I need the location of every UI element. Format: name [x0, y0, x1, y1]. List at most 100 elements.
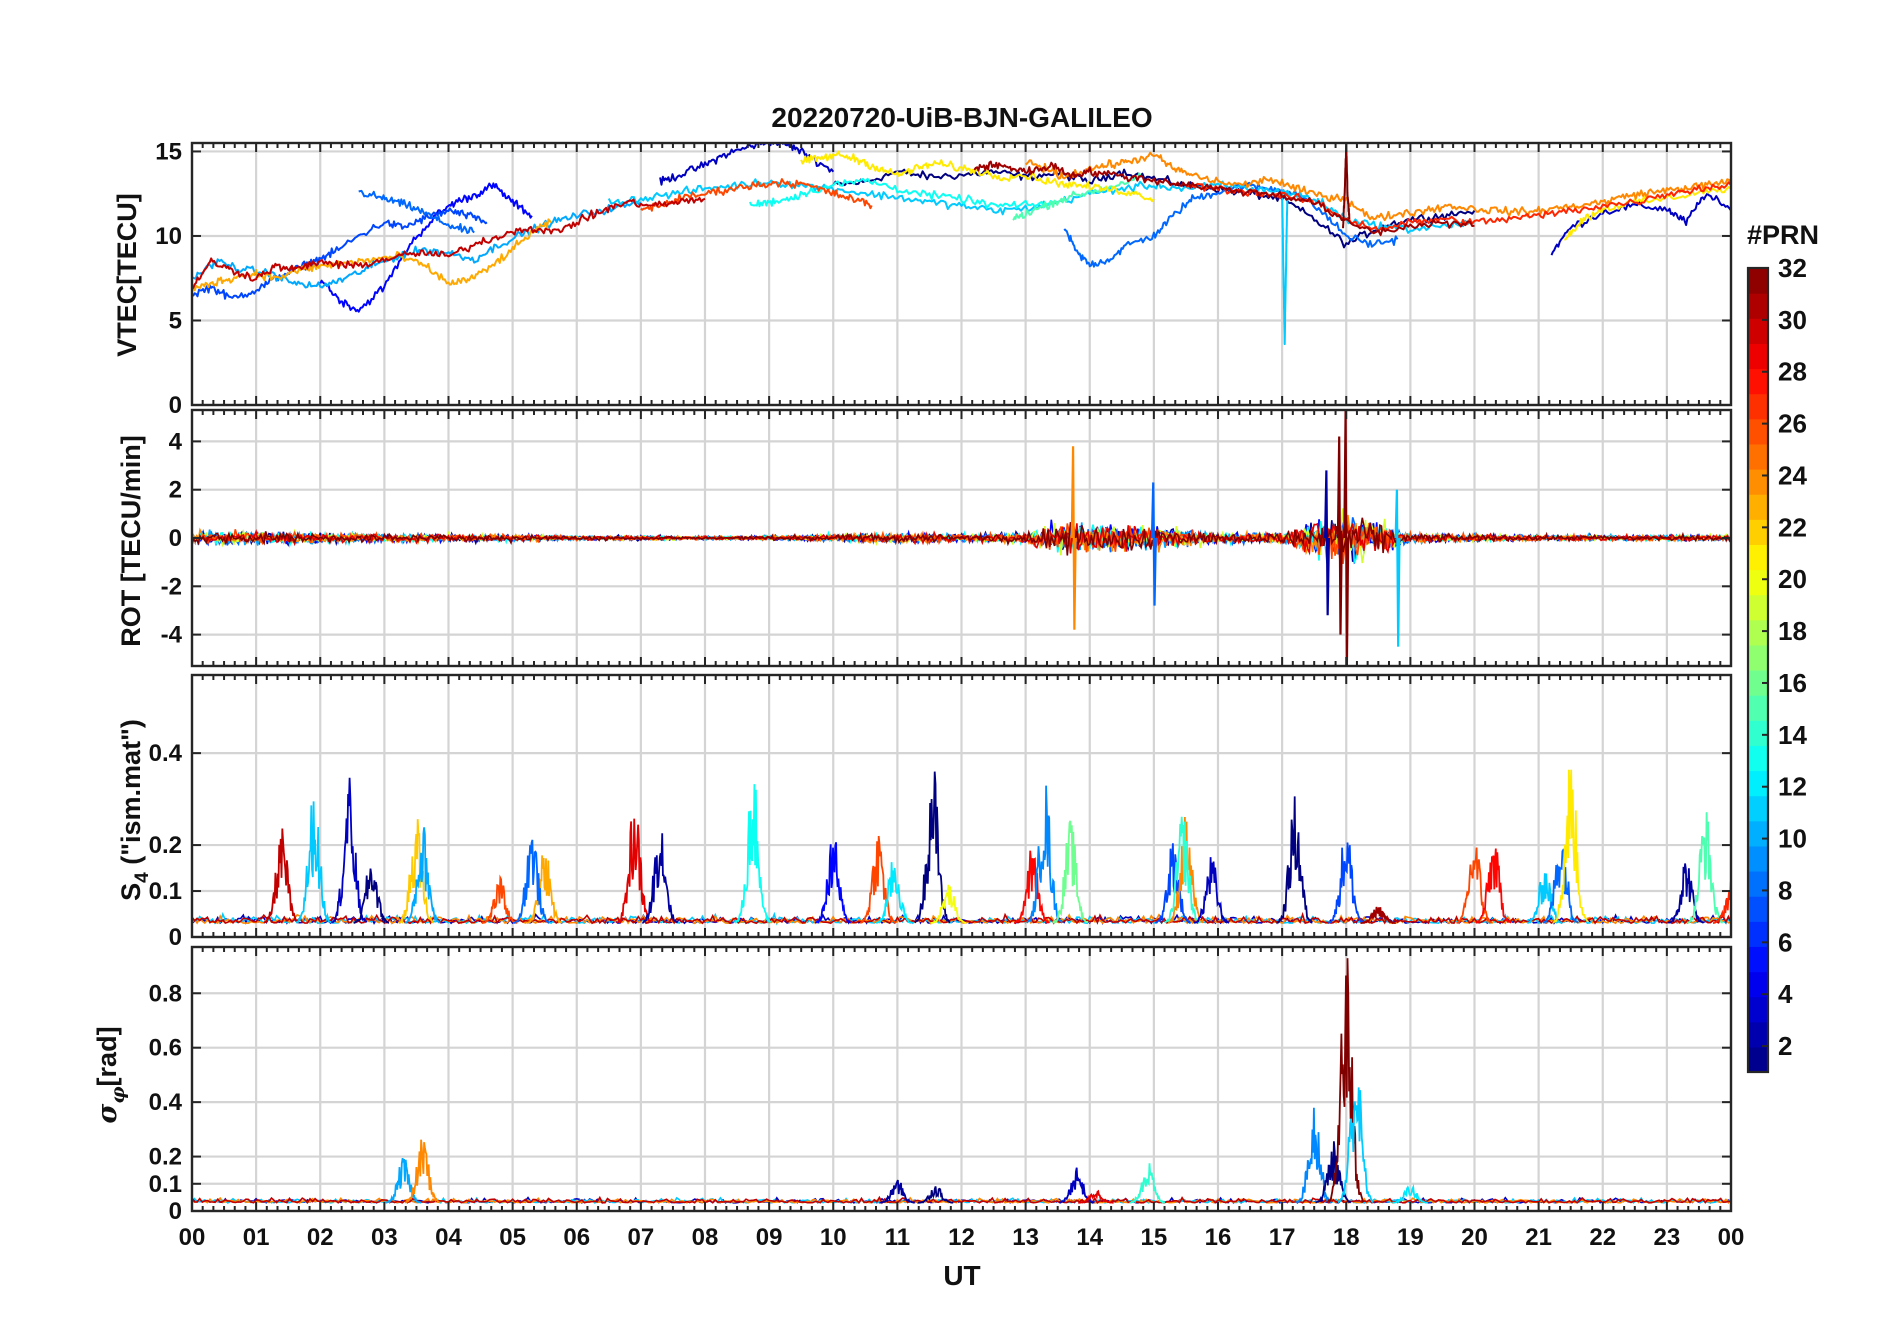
s4-ylabel: S4 ("ism.mat"): [116, 719, 153, 901]
y-tick-label: -4: [161, 622, 183, 649]
series-prn-3: [659, 143, 835, 186]
y-tick-label: 0.4: [149, 1089, 183, 1116]
colorbar-segment: [1748, 494, 1768, 520]
x-tick-label: 13: [1012, 1224, 1039, 1251]
x-tick-label: 01: [243, 1224, 270, 1251]
colorbar-segment: [1748, 393, 1768, 420]
burst-prn-9: [1026, 785, 1063, 924]
burst-prn-11: [295, 801, 332, 924]
axis-ticks: [191, 947, 1732, 1212]
colorbar-tick-label: 30: [1778, 305, 1807, 335]
series-prn-32: [192, 517, 1731, 556]
burst-prn-5: [814, 842, 852, 924]
spike-prn-11: [1394, 489, 1401, 647]
x-tick-label: 15: [1141, 1224, 1168, 1251]
y-tick-label: 0.6: [149, 1035, 182, 1062]
rot-ylabel: ROT [TECU/min]: [116, 435, 146, 646]
colorbar-segment: [1748, 720, 1768, 746]
figure-title: 20220720-UiB-BJN-GALILEO: [771, 102, 1152, 133]
series-prn-1: [832, 168, 1476, 249]
panel-sigma_phi: 00.10.2 0.4 0.6 0.8: [149, 945, 1733, 1225]
x-tick-label: 04: [435, 1224, 462, 1251]
x-tick-label: 11: [885, 1224, 910, 1251]
sigma-ylabel-sub: φ: [107, 1086, 129, 1103]
burst-prn-31: [1360, 906, 1396, 924]
burst-prn-23: [526, 855, 563, 924]
y-tick-label: 0.2: [149, 832, 182, 859]
axis-ticks: [191, 675, 1732, 938]
burst-prn-13: [734, 784, 772, 925]
burst-prn-12: [875, 862, 912, 924]
colorbar-segment: [1748, 418, 1768, 445]
burst-prn-30: [263, 828, 300, 924]
sigma-ylabel-main: σ: [92, 1104, 123, 1124]
y-tick-label: 0.4: [149, 740, 183, 767]
sigma-ylabel: σφ[rad]: [92, 1026, 129, 1123]
y-tick-label: -2: [161, 573, 182, 600]
colorbar-tick-label: 16: [1778, 668, 1807, 698]
y-tick-label: 2: [169, 477, 182, 504]
series-prn-24: [1025, 151, 1731, 222]
y-tick-label: 10: [155, 223, 182, 250]
burst-prn-26: [860, 835, 897, 924]
series-prn-31: [973, 160, 1475, 237]
s4-ylabel-sub: 4: [132, 872, 153, 883]
spike-prn-32: [1343, 410, 1350, 666]
series-prn-21: [800, 150, 1155, 203]
x-tick-label: 14: [1076, 1224, 1103, 1251]
colorbar-segment: [1748, 368, 1768, 395]
y-tick-label: 0.1: [149, 1171, 182, 1198]
colorbar-segment: [1748, 569, 1768, 596]
spike-prn-32: [1336, 436, 1343, 635]
x-tick-label: 19: [1397, 1224, 1424, 1251]
y-tick-label: 0: [169, 392, 182, 419]
y-tick-label: 5: [169, 307, 182, 334]
colorbar-tick-label: 10: [1778, 824, 1807, 854]
x-tick-label: 16: [1205, 1224, 1232, 1251]
colorbar-tick-label: 14: [1778, 720, 1807, 750]
colorbar-segment: [1748, 795, 1768, 822]
y-tick-label: 0: [169, 1198, 182, 1225]
colorbar-tick-label: 2: [1778, 1031, 1792, 1061]
colorbar-segment: [1748, 946, 1768, 973]
colorbar-segment: [1748, 1021, 1768, 1048]
colorbar-tick-label: 18: [1778, 616, 1807, 646]
x-tick-label: 06: [563, 1224, 590, 1251]
colorbar-segment: [1748, 469, 1768, 495]
plot-area: [192, 143, 1731, 346]
burst-prn-16: [1052, 820, 1089, 924]
x-tick-label: 07: [628, 1224, 655, 1251]
burst-prn-3: [1193, 857, 1230, 924]
burst-prn-1: [353, 868, 390, 924]
x-tick-label: 03: [371, 1224, 398, 1251]
colorbar-segment: [1748, 594, 1768, 621]
panel-rot: -4 -2 0 2 4: [161, 408, 1733, 668]
burst-prn-8: [1542, 848, 1579, 924]
burst-prn-8: [513, 839, 550, 924]
colorbar-segment: [1748, 268, 1768, 294]
x-tick-label: 18: [1333, 1224, 1360, 1251]
burst-prn-21: [1552, 769, 1589, 924]
s4-ylabel-main: S: [116, 883, 146, 901]
burst-prn-29: [1078, 1189, 1114, 1204]
colorbar-title: #PRN: [1747, 220, 1819, 250]
burst-prn-26: [1456, 847, 1493, 924]
plot-area: [192, 410, 1731, 666]
colorbar-segment: [1748, 670, 1768, 696]
colorbar-segment: [1748, 971, 1768, 998]
burst-prn-15: [1686, 812, 1723, 924]
x-tick-label: 23: [1654, 1224, 1681, 1251]
series-prn-30: [192, 196, 706, 289]
burst-prn-2: [1667, 863, 1705, 924]
colorbar-segment: [1748, 845, 1768, 872]
colorbar-frame: [1746, 266, 1770, 1074]
vtec-ylabel: VTEC[TECU]: [112, 193, 142, 357]
burst-prn-12: [1392, 1183, 1428, 1204]
y-tick-label: 0: [169, 924, 182, 951]
colorbar-segment: [1748, 443, 1768, 470]
x-tick-label: 21: [1525, 1224, 1552, 1251]
x-tick-label: 00: [1718, 1224, 1745, 1251]
burst-prn-1: [1276, 796, 1313, 924]
colorbar-tick-label: 26: [1778, 409, 1807, 439]
